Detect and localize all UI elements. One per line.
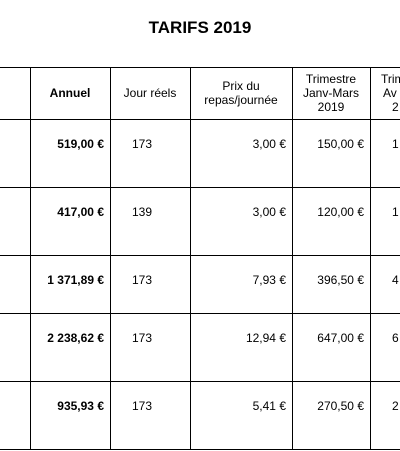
table-cell: 2 — [392, 399, 399, 413]
table-cell: 270,50 € — [317, 399, 364, 413]
header-cell: Trimestre — [305, 72, 357, 86]
table-cell: 519,00 € — [57, 137, 104, 151]
header-cell: Annuel — [49, 86, 91, 100]
header-cell: Jour réels — [123, 86, 177, 100]
row-border — [0, 381, 400, 382]
table-cell: 4 — [392, 273, 399, 287]
table-cell: 173 — [131, 273, 153, 287]
header-cell: Trim — [381, 72, 400, 86]
table-cell: 3,00 € — [252, 137, 286, 151]
table-cell: 5,41 € — [252, 399, 286, 413]
header-cell: Prix du — [222, 79, 260, 93]
table-cell: 7,93 € — [252, 273, 286, 287]
table-cell: 1 — [392, 205, 399, 219]
title: TARIFS 2019 — [148, 18, 252, 37]
header-cell: Av — [383, 86, 397, 100]
header-cell: Janv-Mars — [302, 86, 359, 100]
row-border — [0, 313, 400, 314]
table-cell: 935,93 € — [57, 399, 104, 413]
table-cell: 1 — [392, 137, 399, 151]
table-cell: 6 — [392, 331, 399, 345]
table-cell: 139 — [131, 205, 153, 219]
column-border — [292, 67, 293, 449]
table-cell: 120,00 € — [317, 205, 364, 219]
table-cell: 3,00 € — [252, 205, 286, 219]
column-border — [110, 67, 111, 449]
table-cell: 12,94 € — [245, 331, 286, 345]
header-cell: repas/journée — [204, 93, 278, 107]
row-border — [0, 187, 400, 188]
table-cell: 417,00 € — [57, 205, 104, 219]
header-cell: 2019 — [317, 100, 345, 114]
table-cell: 173 — [131, 399, 153, 413]
table-cell: 173 — [131, 331, 153, 345]
table-cell: 396,50 € — [317, 273, 364, 287]
row-border — [0, 255, 400, 256]
column-border — [30, 67, 31, 449]
column-border — [190, 67, 191, 449]
header-cell: 2 — [392, 100, 399, 114]
table-cell: 2 238,62 € — [47, 331, 104, 345]
row-border — [0, 119, 400, 120]
column-border — [370, 67, 371, 449]
table-cell: 150,00 € — [317, 137, 364, 151]
table-cell: 173 — [131, 137, 153, 151]
row-border — [0, 449, 400, 450]
table-cell: 647,00 € — [317, 331, 364, 345]
row-border — [0, 67, 400, 68]
table-cell: 1 371,89 € — [47, 273, 104, 287]
